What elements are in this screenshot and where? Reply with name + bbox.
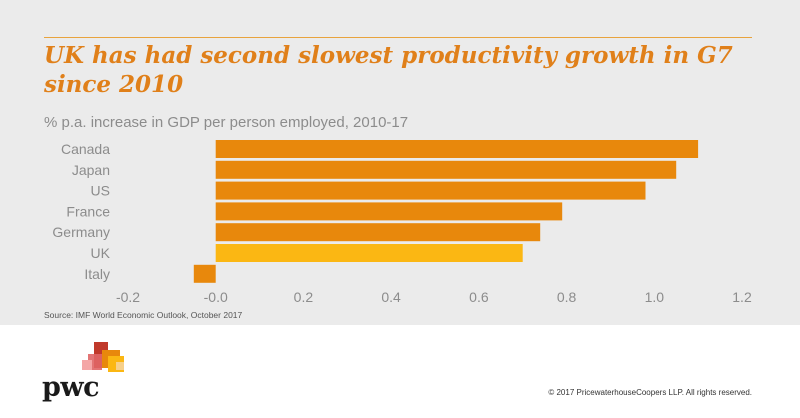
category-label: UK: [91, 245, 111, 261]
bar-canada: [215, 140, 699, 158]
category-label: Japan: [72, 162, 110, 178]
chart-title: UK has had second slowest productivity g…: [44, 42, 733, 98]
logo-block: [82, 360, 92, 370]
category-label: US: [91, 183, 110, 199]
category-label: Germany: [52, 224, 110, 240]
bar-germany: [215, 223, 541, 242]
copyright-note: © 2017 PricewaterhouseCoopers LLP. All r…: [548, 388, 752, 397]
source-note: Source: IMF World Economic Outlook, Octo…: [44, 310, 243, 320]
pwc-logo-text: pwc: [42, 372, 100, 403]
x-tick-label: 1.0: [645, 289, 665, 305]
x-tick-label: 0.2: [294, 289, 314, 305]
bar-us: [215, 181, 646, 200]
bar-japan: [215, 160, 677, 179]
title-rule: [44, 37, 752, 38]
x-tick-label: 0.8: [557, 289, 577, 305]
chart-subtitle: % p.a. increase in GDP per person employ…: [44, 114, 409, 131]
x-tick-label: 0.6: [469, 289, 489, 305]
bar-chart: Canada Japan US France Germany UK Italy -0.2 -0.…: [52, 140, 752, 305]
bar-france: [215, 202, 563, 221]
category-label: France: [66, 203, 110, 219]
pwc-logo-icon: [82, 342, 124, 372]
category-label: Canada: [61, 141, 110, 157]
x-tick-label: 0.4: [381, 289, 401, 305]
category-label: Italy: [84, 266, 110, 282]
bar-uk: [215, 244, 523, 262]
logo-block: [116, 362, 124, 370]
x-tick-label: 1.2: [732, 289, 752, 305]
bar-italy: [193, 264, 216, 283]
x-tick-label: -0.0: [204, 289, 228, 305]
x-tick-label: -0.2: [116, 289, 140, 305]
